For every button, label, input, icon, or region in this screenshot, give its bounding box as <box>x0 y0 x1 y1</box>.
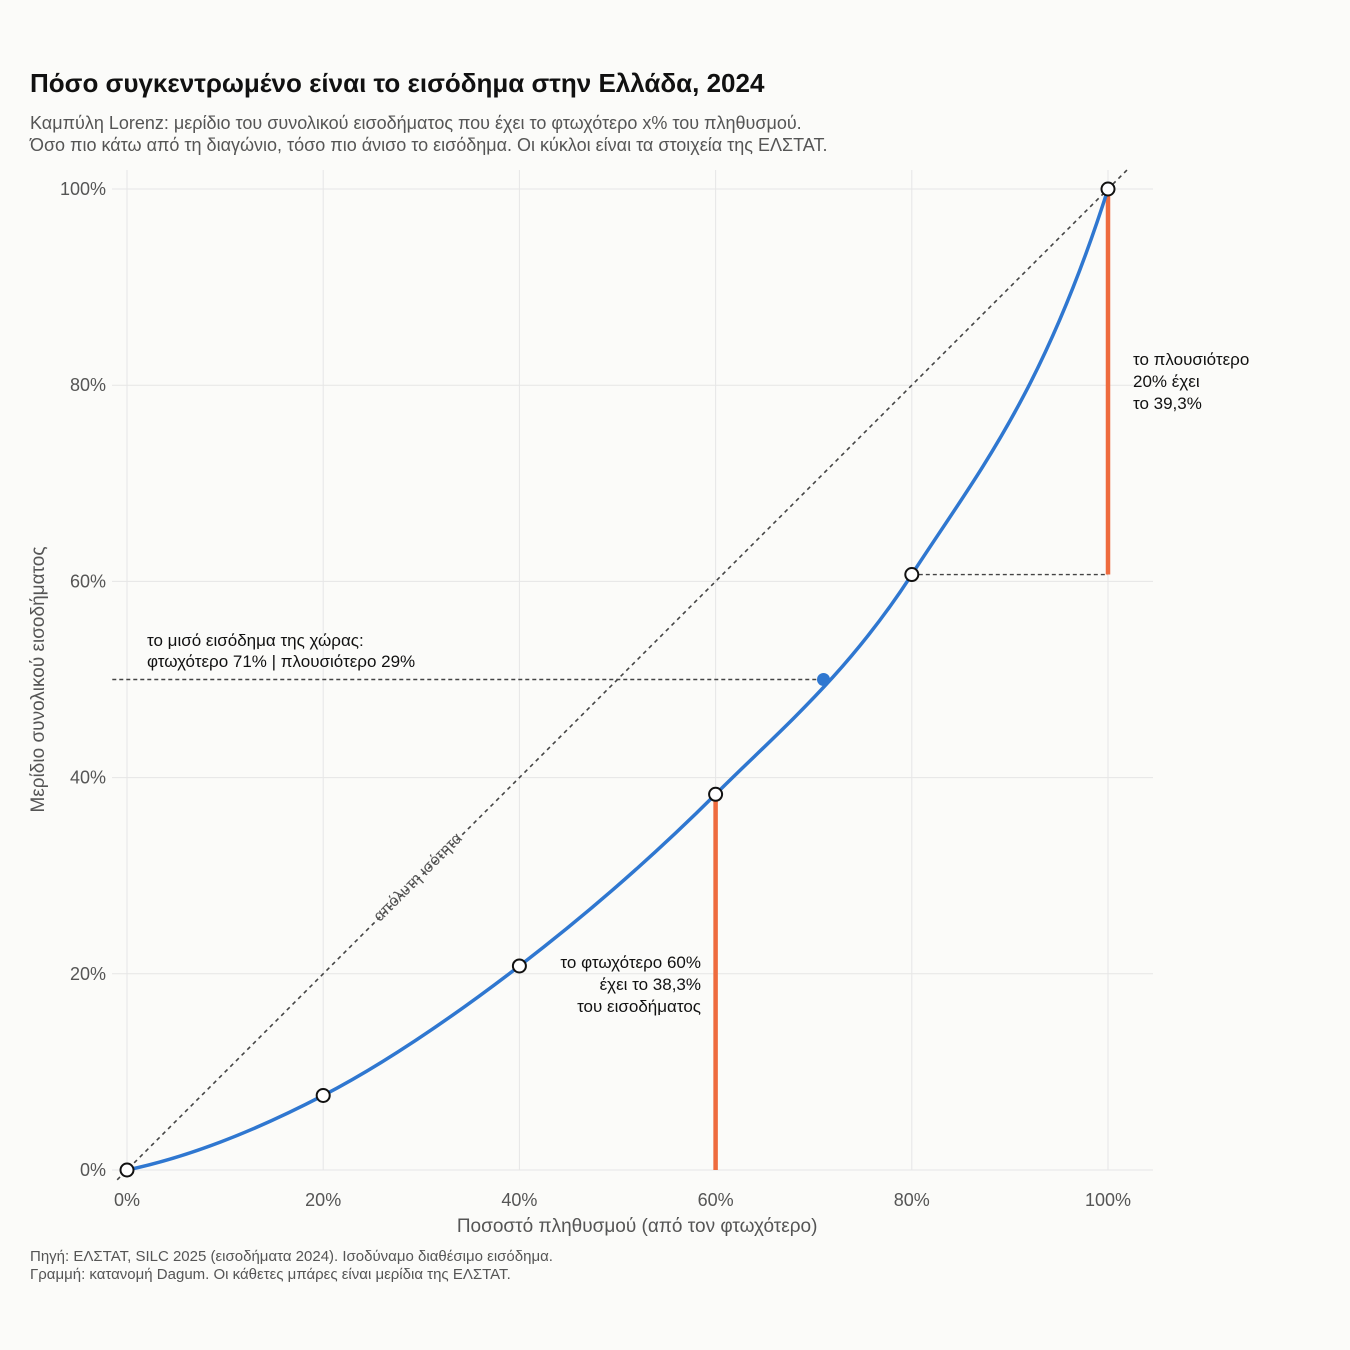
richest-annotation-line: 20% έχει <box>1133 372 1200 391</box>
elstat-point <box>708 786 724 802</box>
y-tick-label: 0% <box>80 1160 106 1180</box>
x-tick-label: 0% <box>114 1190 140 1210</box>
chart-title: Πόσο συγκεντρωμένο είναι το εισόδημα στη… <box>30 68 765 98</box>
y-tick-label: 60% <box>70 571 106 591</box>
equality-line <box>116 168 1129 1181</box>
x-tick-label: 80% <box>894 1190 930 1210</box>
elstat-point <box>1100 181 1116 197</box>
y-tick-label: 100% <box>60 179 106 199</box>
y-axis-label: Μερίδιο συνολικού εισοδήματος <box>28 546 49 812</box>
x-tick-label: 60% <box>698 1190 734 1210</box>
y-tick-label: 80% <box>70 375 106 395</box>
method-caption: Γραμμή: κατανομή Dagum. Οι κάθετες μπάρε… <box>30 1266 511 1283</box>
chart-subtitle-line2: Όσο πιο κάτω από τη διαγώνιο, τόσο πιο ά… <box>30 135 828 155</box>
half-income-point <box>817 673 831 686</box>
elstat-point <box>904 567 920 583</box>
x-tick-label: 100% <box>1085 1190 1131 1210</box>
elstat-point <box>315 1087 331 1103</box>
elstat-point <box>119 1162 135 1178</box>
half-income-annotation-line: φτωχότερο 71% | πλουσιότερο 29% <box>147 652 415 671</box>
richest-annotation-line: το πλουσιότερο <box>1133 350 1249 369</box>
equality-line-label: απόλυτη ισότητα <box>371 830 466 925</box>
x-tick-label: 20% <box>305 1190 341 1210</box>
richest-annotation-line: το 39,3% <box>1133 394 1202 413</box>
poorest-annotation-line: το φτωχότερο 60% <box>560 953 701 972</box>
chart-subtitle-line1: Καμπύλη Lorenz: μερίδιο του συνολικού ει… <box>30 113 802 133</box>
y-tick-label: 40% <box>70 768 106 788</box>
x-tick-label: 40% <box>501 1190 537 1210</box>
y-tick-label: 20% <box>70 964 106 984</box>
elstat-point <box>511 958 527 974</box>
x-axis-label: Ποσοστό πληθυσμού (από τον φτωχότερο) <box>457 1216 818 1237</box>
source-caption: Πηγή: ΕΛΣΤΑΤ, SILC 2025 (εισοδήματα 2024… <box>30 1248 553 1265</box>
poorest-annotation-line: του εισοδήματος <box>577 997 701 1016</box>
poorest-annotation-line: έχει το 38,3% <box>600 975 701 994</box>
half-income-annotation-line: το μισό εισόδημα της χώρας: <box>147 631 364 650</box>
